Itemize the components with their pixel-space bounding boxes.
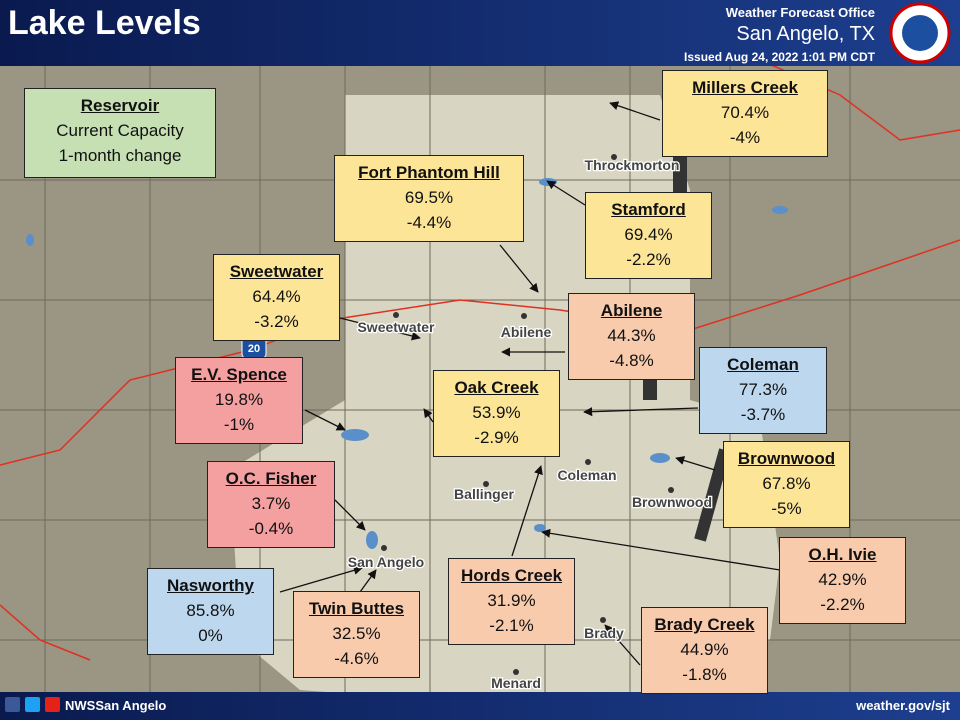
interstate-label: 20 xyxy=(248,343,260,355)
reservoir-change: -4.4% xyxy=(406,213,452,232)
reservoir-capacity: 69.4% xyxy=(624,225,673,244)
reservoir-box: Sweetwater 64.4% -3.2% xyxy=(213,254,340,341)
reservoir-capacity: 70.4% xyxy=(720,103,770,122)
reservoir-name: Twin Buttes xyxy=(308,599,405,618)
office: Weather Forecast Office xyxy=(726,5,875,20)
town-label: Menard xyxy=(491,675,541,691)
town-label: Brady xyxy=(584,625,624,641)
reservoir-change: -2.9% xyxy=(474,428,519,447)
reservoir-capacity: 64.4% xyxy=(252,287,301,306)
town-label: Ballinger xyxy=(454,486,514,502)
reservoir-capacity: 67.8% xyxy=(762,474,811,493)
legend-title: Reservoir xyxy=(80,96,160,115)
reservoir-name: Sweetwater xyxy=(229,262,324,281)
reservoir-capacity: 69.5% xyxy=(404,188,454,207)
reservoir-name: Brownwood xyxy=(737,449,836,468)
reservoir-box: Coleman 77.3% -3.7% xyxy=(699,347,827,434)
legend-line: Current Capacity xyxy=(56,121,184,140)
reservoir-change: -1.8% xyxy=(682,665,727,684)
town-dot xyxy=(483,481,489,487)
reservoir-box: Abilene 44.3% -4.8% xyxy=(568,293,695,380)
reservoir-change: -2.2% xyxy=(626,250,671,269)
reservoir-change: -4% xyxy=(729,128,761,147)
reservoir-name: Brady Creek xyxy=(654,615,755,634)
reservoir-change: -1% xyxy=(223,415,255,434)
title: Lake Levels xyxy=(8,4,201,42)
arrows xyxy=(279,101,781,666)
reservoir-box: Nasworthy 85.8% 0% xyxy=(147,568,274,655)
town-dot xyxy=(513,669,519,675)
reservoir-name: Abilene xyxy=(600,301,663,320)
legend-line: 1-month change xyxy=(58,146,182,165)
reservoir-name: Oak Creek xyxy=(454,378,539,397)
town-dot xyxy=(393,312,399,318)
reservoir-change: -2.1% xyxy=(489,616,534,635)
lakes xyxy=(26,178,788,549)
reservoir-name: E.V. Spence xyxy=(191,365,287,384)
footer-bar xyxy=(0,692,960,720)
nws-logo-inner xyxy=(902,15,938,51)
legend: Reservoir Current Capacity 1-month chang… xyxy=(24,88,216,178)
reservoir-change: -0.4% xyxy=(248,519,294,538)
reservoir-change: -5% xyxy=(771,499,802,518)
reservoir-change: -2.2% xyxy=(820,595,865,614)
city: San Angelo, TX xyxy=(736,23,875,45)
reservoir-box: Oak Creek 53.9% -2.9% xyxy=(433,370,560,457)
header-bar xyxy=(0,0,960,66)
reservoir-name: Millers Creek xyxy=(692,78,798,97)
reservoir-box: O.C. Fisher 3.7% -0.4% xyxy=(207,461,335,548)
reservoir-capacity: 42.9% xyxy=(818,570,867,589)
reservoir-box: Stamford 69.4% -2.2% xyxy=(585,192,712,279)
town-dot xyxy=(668,487,674,493)
youtube-icon xyxy=(45,697,60,712)
town-label: Abilene xyxy=(501,324,552,340)
facebook-icon xyxy=(5,697,20,712)
reservoir-name: Coleman xyxy=(727,355,799,374)
reservoir-capacity: 53.9% xyxy=(472,403,521,422)
town-label: San Angelo xyxy=(348,554,425,570)
reservoir-change: -4.6% xyxy=(334,649,379,668)
town-dot xyxy=(381,545,387,551)
reservoir-box: Twin Buttes 32.5% -4.6% xyxy=(293,591,420,678)
reservoir-name: O.C. Fisher xyxy=(225,469,317,488)
reservoir-change: -4.8% xyxy=(609,351,654,370)
reservoir-name: Stamford xyxy=(611,200,686,219)
town-label: Brownwood xyxy=(632,494,712,510)
issued: Issued Aug 24, 2022 1:01 PM CDT xyxy=(684,50,876,64)
town-label: Throckmorton xyxy=(585,157,680,173)
reservoir-box: Fort Phantom Hill 69.5% -4.4% xyxy=(334,155,524,242)
reservoir-name: Fort Phantom Hill xyxy=(358,163,500,182)
reservoir-box: Hords Creek 31.9% -2.1% xyxy=(448,558,575,645)
reservoir-capacity: 77.3% xyxy=(738,380,788,399)
reservoir-capacity: 32.5% xyxy=(332,624,381,643)
reservoir-change: -3.7% xyxy=(740,405,786,424)
reservoir-name: Nasworthy xyxy=(167,576,254,595)
reservoir-box: Brady Creek 44.9% -1.8% xyxy=(641,607,768,694)
town-dot xyxy=(600,617,606,623)
town-dot xyxy=(611,154,617,160)
town-label: Coleman xyxy=(557,467,616,483)
twitter-icon xyxy=(25,697,40,712)
reservoir-change: -3.2% xyxy=(254,312,299,331)
town-dot xyxy=(521,313,527,319)
reservoir-capacity: 44.3% xyxy=(607,326,656,345)
reservoir-capacity: 19.8% xyxy=(214,390,264,409)
reservoir-box: O.H. Ivie 42.9% -2.2% xyxy=(779,537,906,624)
reservoir-name: O.H. Ivie xyxy=(808,545,877,564)
reservoir-capacity: 44.9% xyxy=(680,640,729,659)
reservoir-capacity: 31.9% xyxy=(487,591,536,610)
footer-url: weather.gov/sjt xyxy=(855,698,951,713)
reservoir-change: 0% xyxy=(198,626,223,645)
reservoir-name: Hords Creek xyxy=(460,566,563,585)
reservoir-capacity: 85.8% xyxy=(186,601,235,620)
reservoir-box: Brownwood 67.8% -5% xyxy=(723,441,850,528)
town-label: Sweetwater xyxy=(357,319,435,335)
footer-handle: NWSSan Angelo xyxy=(65,698,166,713)
shaded-border xyxy=(694,448,731,542)
reservoir-box: Millers Creek 70.4% -4% xyxy=(662,70,828,157)
town-dot xyxy=(585,459,591,465)
reservoir-capacity: 3.7% xyxy=(251,494,291,513)
reservoir-box: E.V. Spence 19.8% -1% xyxy=(175,357,303,444)
